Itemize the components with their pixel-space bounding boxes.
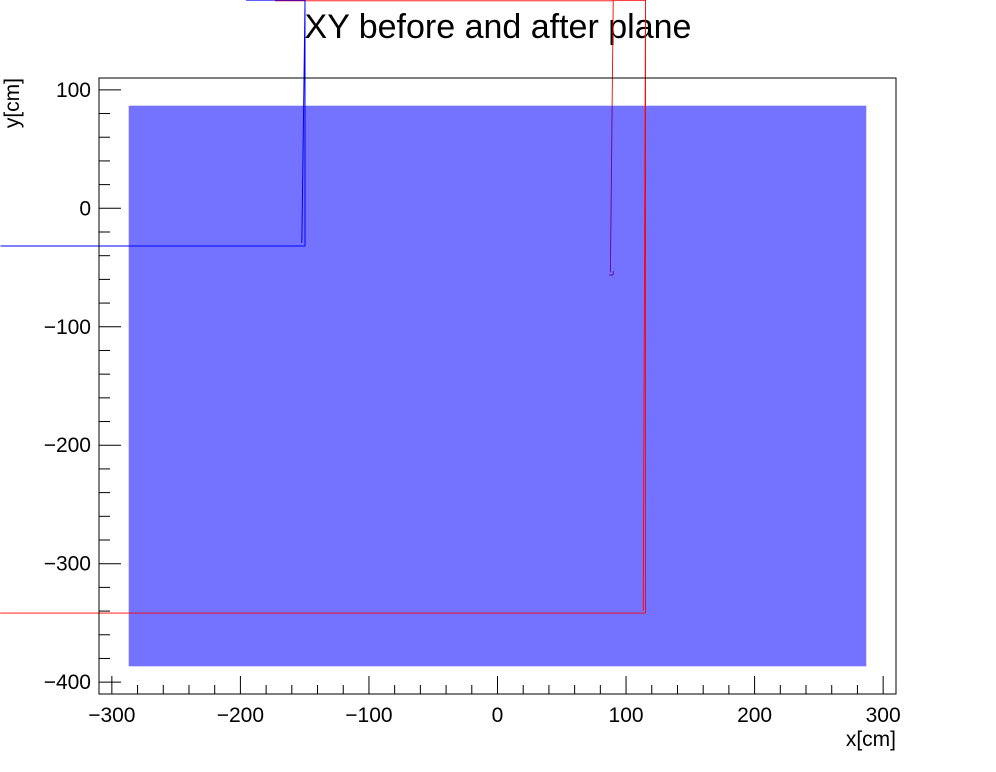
series-red-overlay-points: [0, 0, 646, 614]
x-tick-label: −100: [345, 704, 392, 727]
y-axis-label: y[cm]: [1, 78, 24, 128]
x-tick-label: 300: [866, 704, 901, 727]
x-tick-label: 0: [492, 704, 504, 727]
y-tick-label: −200: [44, 434, 91, 457]
y-axis: −400 −300 −200 −100 0 100: [44, 79, 121, 694]
series-blue-points: [0, 0, 306, 247]
y-tick-label: −300: [44, 553, 91, 576]
x-axis: −300 −200 −100 0 100 200 300: [88, 676, 901, 727]
x-tick-label: 200: [737, 704, 772, 727]
data-points: [0, 0, 867, 667]
series-blue-density: [128, 105, 867, 667]
x-tick-label: −200: [217, 704, 264, 727]
x-tick-label: −300: [88, 704, 135, 727]
y-tick-label: 100: [56, 79, 91, 102]
y-tick-label: 0: [79, 197, 91, 220]
y-tick-label: −100: [44, 316, 91, 339]
x-axis-label: x[cm]: [846, 728, 896, 751]
chart-title: XY before and after plane: [305, 8, 692, 46]
y-tick-label: −400: [44, 671, 91, 694]
x-tick-label: 100: [609, 704, 644, 727]
